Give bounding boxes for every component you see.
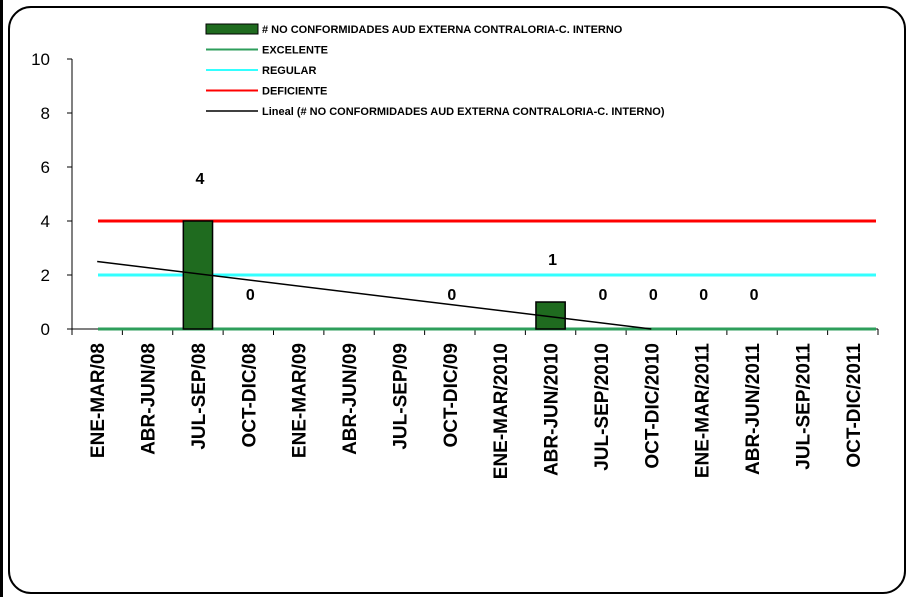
x-tick-label: ENE-MAR/09 bbox=[290, 343, 311, 458]
legend-entry-label: DEFICIENTE bbox=[262, 86, 327, 98]
legend-entry-label: EXCELENTE bbox=[262, 45, 328, 57]
data-label: 0 bbox=[699, 287, 708, 304]
x-tick-label: ABR-JUN/2010 bbox=[542, 343, 563, 476]
reference-lines bbox=[98, 219, 876, 331]
x-tick-label: OCT-DIC/2011 bbox=[844, 343, 865, 468]
data-label: 4 bbox=[195, 171, 204, 188]
data-label: 0 bbox=[649, 287, 658, 304]
y-tick-label: 0 bbox=[41, 320, 50, 339]
x-tick-label: JUL-SEP/2011 bbox=[793, 343, 814, 470]
legend: # NO CONFORMIDADES AUD EXTERNA CONTRALOR… bbox=[205, 23, 665, 118]
x-tick-label: ABR-JUN/2011 bbox=[743, 343, 764, 475]
frame-left-edge bbox=[0, 0, 3, 597]
legend-entry-label: # NO CONFORMIDADES AUD EXTERNA CONTRALOR… bbox=[262, 24, 623, 36]
legend-entry-label: REGULAR bbox=[262, 65, 316, 77]
y-tick-label: 10 bbox=[31, 50, 50, 69]
y-tick-label: 6 bbox=[41, 158, 50, 177]
trendline-line bbox=[97, 260, 652, 330]
y-axis: 0 2 4 6 8 10 bbox=[31, 50, 73, 339]
x-tick-label: OCT-DIC/09 bbox=[441, 343, 462, 448]
y-tick-label: 4 bbox=[41, 212, 50, 231]
data-label: 0 bbox=[246, 287, 255, 304]
data-label: 1 bbox=[548, 252, 557, 269]
x-tick-label: OCT-DIC/08 bbox=[239, 343, 260, 448]
data-label: 0 bbox=[447, 287, 456, 304]
x-tick-label: JUL-SEP/2010 bbox=[592, 343, 613, 471]
y-tick-label: 8 bbox=[41, 104, 50, 123]
chart-frame bbox=[8, 6, 906, 594]
legend-entry-label: Lineal (# NO CONFORMIDADES AUD EXTERNA C… bbox=[262, 106, 665, 118]
x-tick-label: JUL-SEP/08 bbox=[189, 343, 210, 450]
y-tick-label: 2 bbox=[41, 266, 50, 285]
legend-bar-swatch bbox=[205, 23, 259, 35]
x-tick-label: OCT-DIC/2010 bbox=[642, 343, 663, 469]
x-tick-label: ENE-MAR/2010 bbox=[491, 343, 512, 479]
data-label: 0 bbox=[750, 287, 759, 304]
data-labels: 4 0 0 1 0 0 0 0 bbox=[195, 171, 758, 304]
x-tick-label: ABR-JUN/09 bbox=[340, 343, 361, 455]
x-tick-label: ENE-MAR/08 bbox=[88, 343, 109, 458]
x-tick-label: JUL-SEP/09 bbox=[390, 343, 411, 450]
x-tick-label: ABR-JUN/08 bbox=[139, 343, 160, 455]
x-tick-label: ENE-MAR/2011 bbox=[693, 343, 714, 479]
data-label: 0 bbox=[598, 287, 607, 304]
trendline bbox=[97, 260, 652, 330]
